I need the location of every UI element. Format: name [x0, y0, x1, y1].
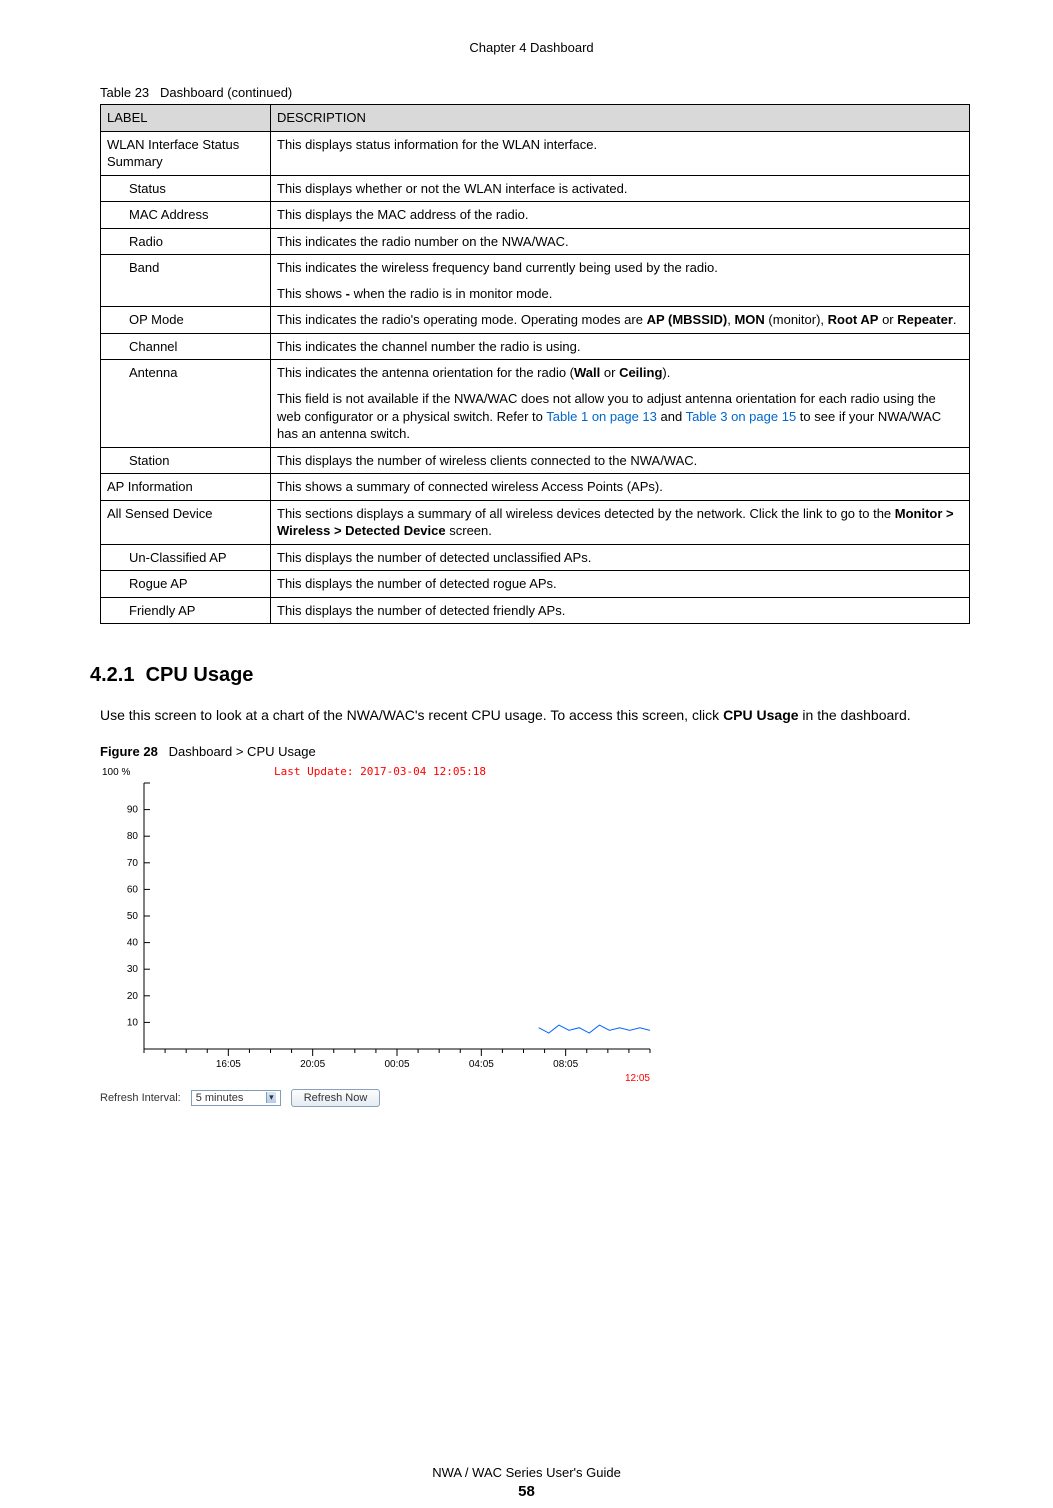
table-caption-text: Dashboard (continued) — [160, 85, 292, 100]
svg-text:10: 10 — [127, 1017, 139, 1028]
table-row: StatusThis displays whether or not the W… — [101, 175, 970, 202]
table-row: Rogue APThis displays the number of dete… — [101, 571, 970, 598]
table-cell-label: AP Information — [101, 474, 271, 501]
table-cell-label: Channel — [101, 333, 271, 360]
table-cell-description: This indicates the radio number on the N… — [271, 228, 970, 255]
svg-text:20: 20 — [127, 991, 139, 1002]
table-row: All Sensed DeviceThis sections displays … — [101, 500, 970, 544]
table-cell-description: This shows a summary of connected wirele… — [271, 474, 970, 501]
table-cell-label: OP Mode — [101, 307, 271, 334]
svg-text:70: 70 — [127, 858, 139, 869]
table-cell-label: Un-Classified AP — [101, 544, 271, 571]
svg-text:60: 60 — [127, 884, 139, 895]
table-row: Friendly APThis displays the number of d… — [101, 597, 970, 624]
figure-caption-text: Dashboard > CPU Usage — [169, 744, 316, 759]
table-cell-label: Friendly AP — [101, 597, 271, 624]
table-cell-description: This indicates the wireless frequency ba… — [271, 255, 970, 307]
table-row: AntennaThis indicates the antenna orient… — [101, 360, 970, 447]
table-row: RadioThis indicates the radio number on … — [101, 228, 970, 255]
refresh-interval-select[interactable]: 5 minutes ▾ — [191, 1090, 281, 1106]
table-cell-label: All Sensed Device — [101, 500, 271, 544]
dashboard-table: LABEL DESCRIPTION WLAN Interface Status … — [100, 104, 970, 624]
table-cell-description: This displays status information for the… — [271, 131, 970, 175]
table-header-description: DESCRIPTION — [271, 105, 970, 132]
cpu-usage-chart: Last Update: 2017-03-04 12:05:18 100 % 10 2… — [100, 761, 660, 1107]
svg-text:04:05: 04:05 — [469, 1059, 494, 1070]
svg-text:16:05: 16:05 — [216, 1059, 241, 1070]
figure-caption: Figure 28 Dashboard > CPU Usage — [100, 744, 973, 759]
table-cell-description: This displays whether or not the WLAN in… — [271, 175, 970, 202]
refresh-now-button[interactable]: Refresh Now — [291, 1089, 381, 1107]
table-cell-description: This displays the number of wireless cli… — [271, 447, 970, 474]
table-cell-description: This indicates the channel number the ra… — [271, 333, 970, 360]
footer-page-number: 58 — [0, 1483, 1053, 1500]
svg-text:100 %: 100 % — [102, 767, 130, 778]
table-row: StationThis displays the number of wirel… — [101, 447, 970, 474]
table-caption-prefix: Table 23 — [100, 85, 149, 100]
table-cell-label: Status — [101, 175, 271, 202]
table-cell-description: This displays the number of detected unc… — [271, 544, 970, 571]
table-row: AP InformationThis shows a summary of co… — [101, 474, 970, 501]
svg-text:20:05: 20:05 — [300, 1059, 325, 1070]
figure-caption-prefix: Figure 28 — [100, 744, 158, 759]
refresh-interval-label: Refresh Interval: — [100, 1092, 181, 1104]
table-row: OP ModeThis indicates the radio's operat… — [101, 307, 970, 334]
refresh-row: Refresh Interval: 5 minutes ▾ Refresh No… — [100, 1081, 660, 1107]
svg-text:00:05: 00:05 — [384, 1059, 409, 1070]
table-cell-label: Radio — [101, 228, 271, 255]
footer-guide-text: NWA / WAC Series User's Guide — [0, 1465, 1053, 1480]
table-row: WLAN Interface Status SummaryThis displa… — [101, 131, 970, 175]
table-cell-description: This displays the number of detected rog… — [271, 571, 970, 598]
chapter-header: Chapter 4 Dashboard — [90, 40, 973, 55]
table-row: MAC AddressThis displays the MAC address… — [101, 202, 970, 229]
table-cell-label: WLAN Interface Status Summary — [101, 131, 271, 175]
table-cell-description: This displays the number of detected fri… — [271, 597, 970, 624]
table-cell-description: This sections displays a summary of all … — [271, 500, 970, 544]
chevron-down-icon: ▾ — [266, 1092, 276, 1103]
table-row: ChannelThis indicates the channel number… — [101, 333, 970, 360]
table-cell-description: This displays the MAC address of the rad… — [271, 202, 970, 229]
section-heading: 4.2.1 CPU Usage — [90, 664, 973, 687]
section-body: Use this screen to look at a chart of th… — [100, 705, 970, 725]
table-cell-label: MAC Address — [101, 202, 271, 229]
table-cell-description: This indicates the radio's operating mod… — [271, 307, 970, 334]
svg-text:80: 80 — [127, 831, 139, 842]
refresh-interval-value: 5 minutes — [196, 1092, 244, 1104]
chart-svg: Last Update: 2017-03-04 12:05:18 100 % 10 2… — [100, 761, 660, 1081]
table-row: Un-Classified APThis displays the number… — [101, 544, 970, 571]
table-cell-label: Station — [101, 447, 271, 474]
svg-text:08:05: 08:05 — [553, 1059, 578, 1070]
table-caption: Table 23 Dashboard (continued) — [100, 85, 973, 100]
page-container: Chapter 4 Dashboard Table 23 Dashboard (… — [0, 0, 1053, 1508]
table-header-label: LABEL — [101, 105, 271, 132]
table-cell-label: Band — [101, 255, 271, 307]
svg-text:90: 90 — [127, 804, 139, 815]
table-cell-label: Rogue AP — [101, 571, 271, 598]
svg-text:12:05: 12:05 — [625, 1073, 650, 1081]
section-number: 4.2.1 — [90, 664, 134, 686]
svg-text:Last Update: 2017-03-04 12:05:: Last Update: 2017-03-04 12:05:18 — [274, 765, 486, 778]
svg-text:50: 50 — [127, 911, 139, 922]
section-title: CPU Usage — [146, 664, 254, 686]
svg-text:40: 40 — [127, 937, 139, 948]
table-row: BandThis indicates the wireless frequenc… — [101, 255, 970, 307]
table-cell-description: This indicates the antenna orientation f… — [271, 360, 970, 447]
table-cell-label: Antenna — [101, 360, 271, 447]
svg-text:30: 30 — [127, 964, 139, 975]
